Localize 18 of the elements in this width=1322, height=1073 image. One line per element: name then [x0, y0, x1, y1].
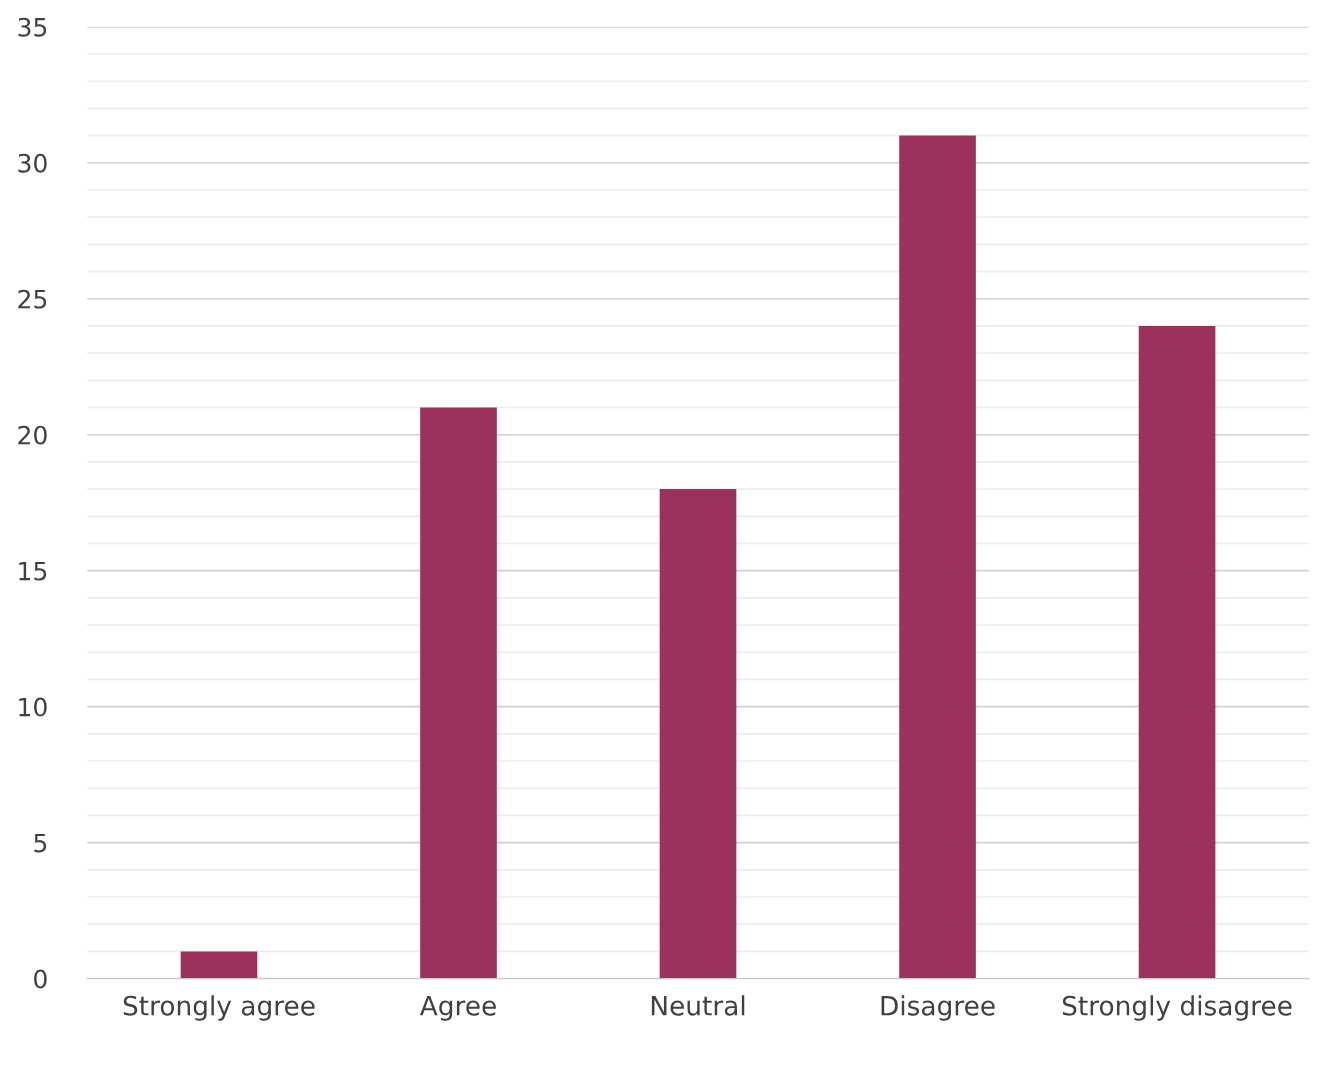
bar: [659, 489, 737, 979]
bar: [1138, 325, 1216, 979]
y-tick-label: 30: [18, 153, 47, 173]
y-tick-label: 0: [34, 969, 47, 989]
bar: [420, 407, 497, 979]
x-tick-label: Disagree: [881, 995, 995, 1021]
y-tick-label: 10: [19, 697, 47, 717]
bar: [899, 135, 976, 979]
y-tick-label: 25: [18, 289, 47, 309]
x-tick-label: Strongly agree: [123, 995, 315, 1021]
y-tick-label: 5: [34, 833, 47, 853]
bar: [180, 951, 258, 979]
x-tick-label: Strongly disagree: [1062, 995, 1292, 1021]
x-tick-label: Neutral: [651, 995, 745, 1016]
x-tick-label: Agree: [419, 996, 496, 1021]
y-tick-label: 20: [18, 425, 47, 445]
y-tick-label: 15: [19, 561, 47, 581]
y-tick-label: 35: [18, 17, 47, 37]
